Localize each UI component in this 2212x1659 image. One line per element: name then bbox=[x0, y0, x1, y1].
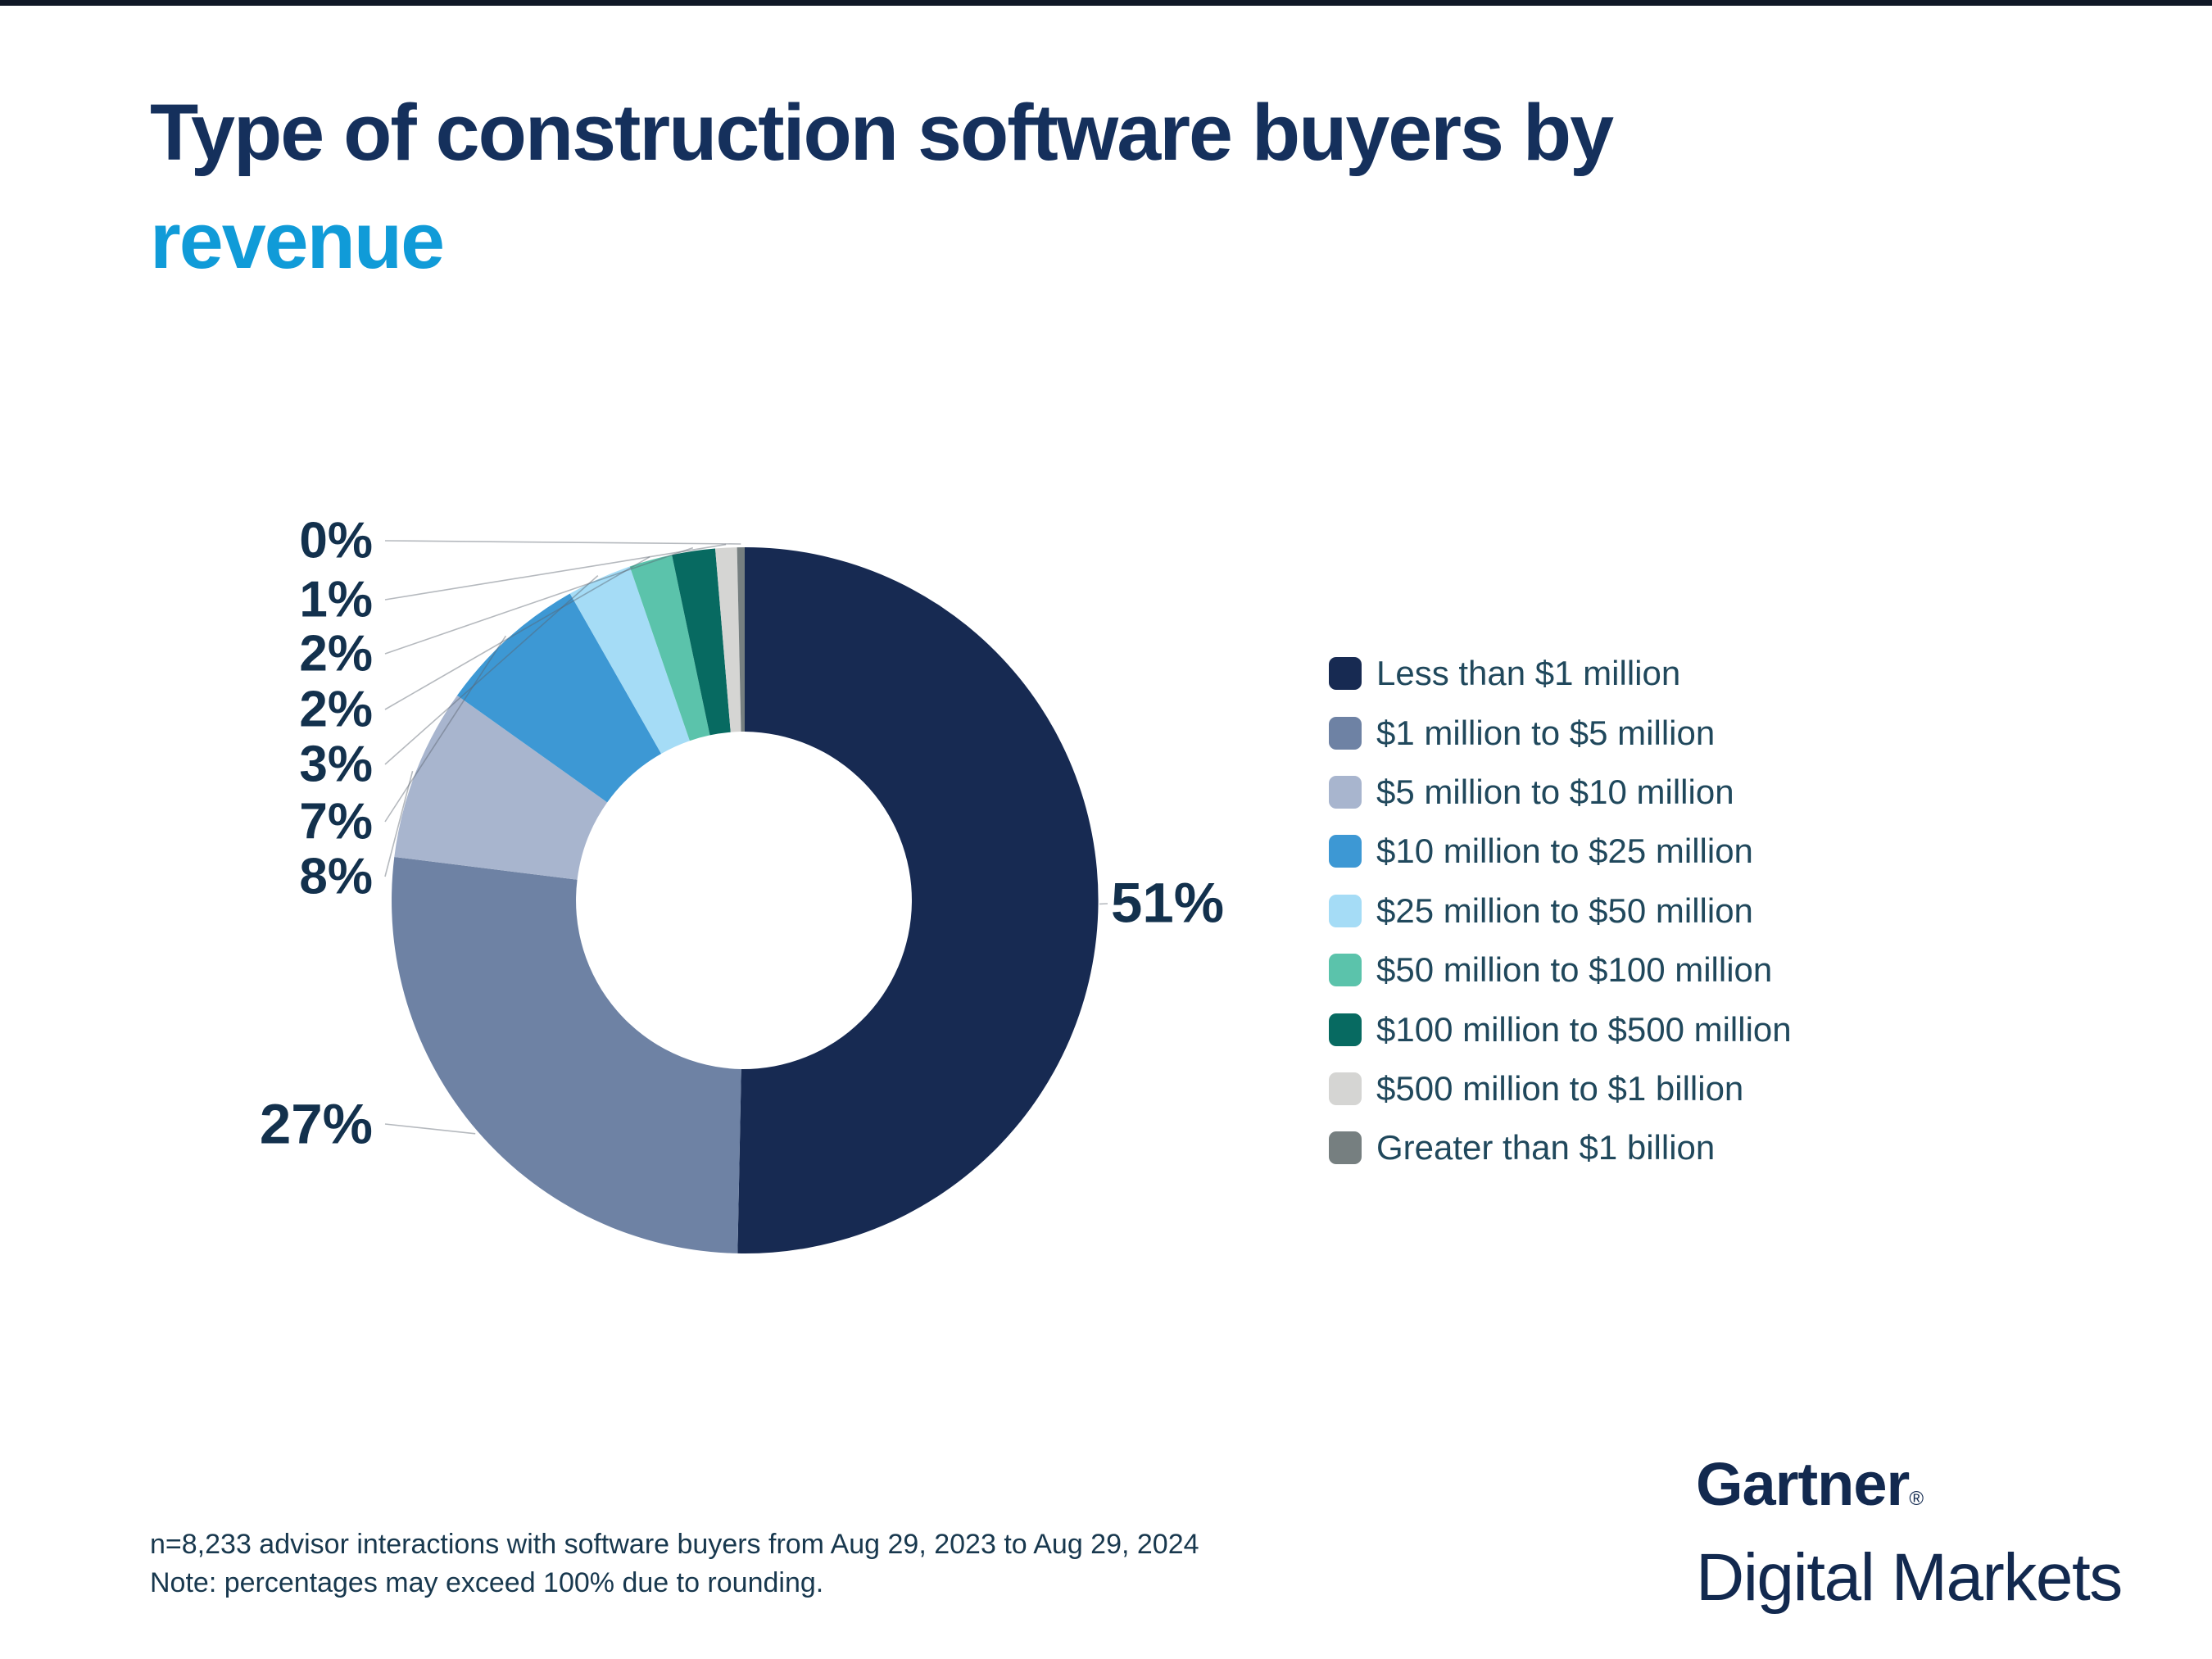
donut-slice-0 bbox=[737, 546, 1099, 1253]
footnote-sample: n=8,233 advisor interactions with softwa… bbox=[150, 1529, 1199, 1560]
legend-label: $10 million to $25 million bbox=[1376, 832, 1753, 871]
legend-item: Less than $1 million bbox=[1329, 644, 1792, 703]
legend-swatch bbox=[1329, 894, 1362, 927]
pct-label-10-million-to-25-million: 7% bbox=[299, 793, 373, 850]
pct-label-less-than-1-million: 51% bbox=[1111, 871, 1225, 935]
pct-label-25-million-to-50-million: 3% bbox=[299, 736, 373, 793]
footnote: n=8,233 advisor interactions with softwa… bbox=[150, 1525, 1199, 1602]
legend-label: $25 million to $50 million bbox=[1376, 891, 1753, 930]
legend-swatch bbox=[1329, 775, 1362, 809]
gartner-wordmark: Gartner® bbox=[1696, 1450, 1924, 1518]
legend-swatch bbox=[1329, 1013, 1362, 1046]
page-title-line2: revenue bbox=[150, 196, 445, 285]
legend-item: $5 million to $10 million bbox=[1329, 763, 1792, 822]
gartner-digital-markets-logo: Gartner® Digital Markets bbox=[1696, 1450, 2123, 1616]
chart-legend: Less than $1 million $1 million to $5 mi… bbox=[1329, 644, 1792, 1178]
leader-line-segment-7 bbox=[384, 543, 727, 601]
legend-swatch bbox=[1329, 954, 1362, 987]
leader-line-segment-6 bbox=[384, 546, 694, 655]
leader-line-segment-2 bbox=[384, 770, 414, 877]
legend-item: $1 million to $5 million bbox=[1329, 703, 1792, 762]
legend-swatch bbox=[1329, 1072, 1362, 1105]
legend-item: $10 million to $25 million bbox=[1329, 822, 1792, 881]
legend-swatch bbox=[1329, 1131, 1362, 1165]
pct-label-greater-than-1-billion: 0% bbox=[299, 512, 373, 569]
pct-label-5-million-to-10-million: 8% bbox=[299, 848, 373, 905]
donut-slice-8 bbox=[737, 547, 745, 732]
legend-label: $100 million to $500 million bbox=[1376, 1009, 1792, 1049]
legend-label: Greater than $1 billion bbox=[1376, 1128, 1716, 1167]
legend-swatch bbox=[1329, 657, 1362, 691]
legend-swatch bbox=[1329, 716, 1362, 750]
legend-label: $5 million to $10 million bbox=[1376, 772, 1734, 811]
leader-line-segment-5 bbox=[384, 556, 650, 710]
legend-label: $500 million to $1 billion bbox=[1376, 1068, 1744, 1108]
digital-markets-wordmark: Digital Markets bbox=[1696, 1540, 2123, 1615]
registered-mark: ® bbox=[1909, 1488, 1924, 1510]
legend-swatch bbox=[1329, 835, 1362, 868]
donut-slice-6 bbox=[672, 548, 731, 736]
legend-item: $500 million to $1 billion bbox=[1329, 1059, 1792, 1118]
pct-label-50-million-to-100-million: 2% bbox=[299, 681, 373, 738]
donut-slice-2 bbox=[394, 695, 608, 880]
footnote-rounding: Note: percentages may exceed 100% due to… bbox=[150, 1567, 824, 1598]
page-title-line1: Type of construction software buyers by bbox=[150, 88, 1614, 177]
legend-item: $25 million to $50 million bbox=[1329, 882, 1792, 941]
legend-label: $1 million to $5 million bbox=[1376, 713, 1716, 752]
top-border bbox=[0, 0, 2212, 6]
leader-line-segment-3 bbox=[384, 635, 507, 823]
donut-slice-1 bbox=[392, 857, 741, 1253]
pct-label-100-million-to-500-million: 2% bbox=[299, 625, 373, 682]
donut-slice-7 bbox=[715, 547, 741, 732]
donut-slice-4 bbox=[569, 566, 690, 754]
legend-item: $50 million to $100 million bbox=[1329, 941, 1792, 999]
pct-label-500-million-to-1-billion: 1% bbox=[299, 571, 373, 628]
pct-label-1-million-to-5-million: 27% bbox=[259, 1092, 373, 1156]
leader-line-segment-8 bbox=[384, 540, 741, 545]
donut-slice-3 bbox=[457, 593, 662, 803]
leader-line-segment-4 bbox=[384, 575, 599, 765]
legend-label: Less than $1 million bbox=[1376, 654, 1681, 693]
leader-line-segment-1 bbox=[384, 1123, 476, 1135]
legend-label: $50 million to $100 million bbox=[1376, 950, 1773, 990]
donut-slice-5 bbox=[629, 555, 710, 741]
page-title: Type of construction software buyers by … bbox=[150, 79, 2075, 295]
legend-item: $100 million to $500 million bbox=[1329, 999, 1792, 1058]
legend-item: Greater than $1 billion bbox=[1329, 1118, 1792, 1177]
